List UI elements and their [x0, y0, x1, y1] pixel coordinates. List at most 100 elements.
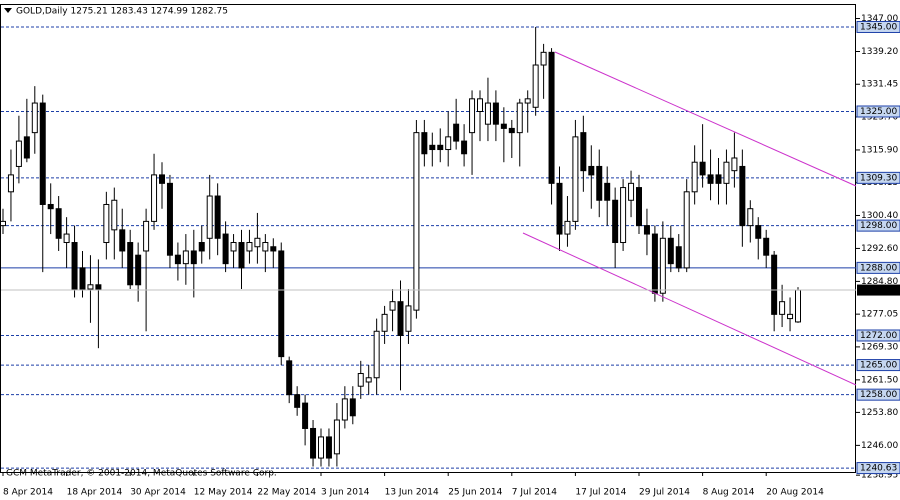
candle-body	[7, 174, 14, 193]
candle-body	[620, 187, 627, 244]
candle-body	[500, 123, 507, 129]
level-label-box	[856, 20, 900, 33]
candle-body	[55, 208, 62, 239]
candle-body	[159, 174, 165, 184]
candle-body	[612, 199, 619, 244]
x-tick-label: 8 Apr 2014	[3, 488, 53, 498]
candle-body	[166, 182, 173, 256]
candle-body	[572, 136, 579, 222]
y-tick-label: 1246.00	[861, 441, 898, 451]
candle-body	[723, 161, 730, 184]
candle-body	[707, 174, 714, 184]
candle-body	[540, 51, 547, 66]
candle-body	[771, 254, 778, 315]
candle-body	[310, 427, 317, 459]
candle-body	[23, 136, 30, 159]
candle-body	[0, 220, 6, 227]
trend-line-upper	[554, 51, 857, 187]
level-label-box	[856, 462, 900, 475]
level-label-box	[856, 171, 900, 184]
candle-body	[254, 237, 261, 248]
level-label: 1240.63	[860, 464, 897, 474]
candle-body	[111, 199, 118, 231]
y-tick-label: 1284.80	[861, 277, 898, 287]
candle-body	[469, 98, 476, 134]
candle-body	[763, 237, 770, 256]
candle-body	[564, 220, 571, 235]
last-price-label: 1282.75	[860, 286, 897, 296]
candle-body	[739, 165, 746, 227]
copyright: GCM MetaTrader, © 2001-2014, MetaQuotes …	[6, 469, 277, 479]
candle-body	[174, 254, 181, 265]
candle-body	[588, 165, 595, 176]
candle-body	[333, 419, 340, 455]
chart-title: GOLD,Daily 1275.21 1283.43 1274.99 1282.…	[16, 7, 228, 17]
candle-body	[453, 123, 460, 142]
candle-body	[659, 237, 666, 294]
y-tick-label: 1277.05	[861, 310, 898, 320]
candle-body	[143, 220, 150, 252]
candle-body	[516, 102, 523, 134]
candle-body	[63, 233, 70, 244]
candle-body	[302, 402, 309, 429]
candle-body	[445, 136, 452, 151]
candle-body	[715, 174, 722, 184]
candle-body	[278, 250, 285, 358]
candle-body	[508, 127, 515, 134]
y-tick-label: 1339.20	[861, 47, 898, 57]
candle-body	[341, 398, 348, 421]
candle-body	[421, 132, 428, 155]
candle-body	[230, 242, 237, 252]
candle-body	[389, 301, 396, 311]
y-tick-label: 1269.30	[861, 342, 898, 352]
candle-body	[238, 242, 245, 269]
candle-body	[413, 132, 420, 311]
y-tick-label: 1331.45	[861, 80, 898, 90]
level-label: 1325.00	[860, 107, 897, 117]
candle-body	[286, 360, 293, 396]
candle-body	[95, 284, 102, 290]
candle-body	[31, 102, 38, 134]
level-label: 1265.00	[860, 361, 897, 371]
level-label-box	[856, 219, 900, 232]
level-label-box	[856, 329, 900, 342]
candle-body	[699, 161, 706, 176]
y-tick-label: 1315.90	[861, 145, 898, 155]
candle-body	[667, 237, 674, 265]
x-tick-label: 20 Aug 2014	[766, 488, 824, 498]
candle-body	[222, 233, 229, 265]
candle-body	[492, 102, 499, 125]
candle-body	[47, 203, 54, 210]
candle-body	[79, 267, 86, 290]
candle-body	[119, 229, 126, 252]
candle-body	[198, 242, 205, 252]
x-tick-label: 25 Jun 2014	[448, 488, 502, 498]
x-tick-label: 12 May 2014	[194, 488, 253, 498]
x-tick-label: 18 Apr 2014	[67, 488, 123, 498]
candle-body	[556, 182, 563, 235]
candle-body	[604, 182, 611, 201]
candle-body	[795, 289, 801, 323]
candle-body	[71, 242, 78, 290]
x-tick-label: 22 May 2014	[257, 488, 316, 498]
candle-body	[127, 242, 134, 286]
candle-body	[294, 394, 301, 408]
candle-body	[683, 191, 690, 269]
candle-body	[651, 233, 658, 294]
x-tick-label: 7 Jul 2014	[512, 488, 557, 498]
channel	[522, 51, 857, 386]
candle-body	[318, 436, 324, 459]
candle-body	[429, 144, 436, 151]
level-label: 1309.30	[860, 173, 897, 183]
last-price-box	[857, 284, 900, 296]
candle-body	[325, 436, 332, 459]
candle-body	[15, 140, 22, 167]
candle-body	[461, 140, 468, 155]
candle-body	[755, 225, 762, 239]
candle-body	[643, 225, 650, 235]
candle-body	[262, 242, 269, 252]
candle-body	[151, 174, 158, 222]
level-label: 1272.00	[860, 331, 897, 341]
